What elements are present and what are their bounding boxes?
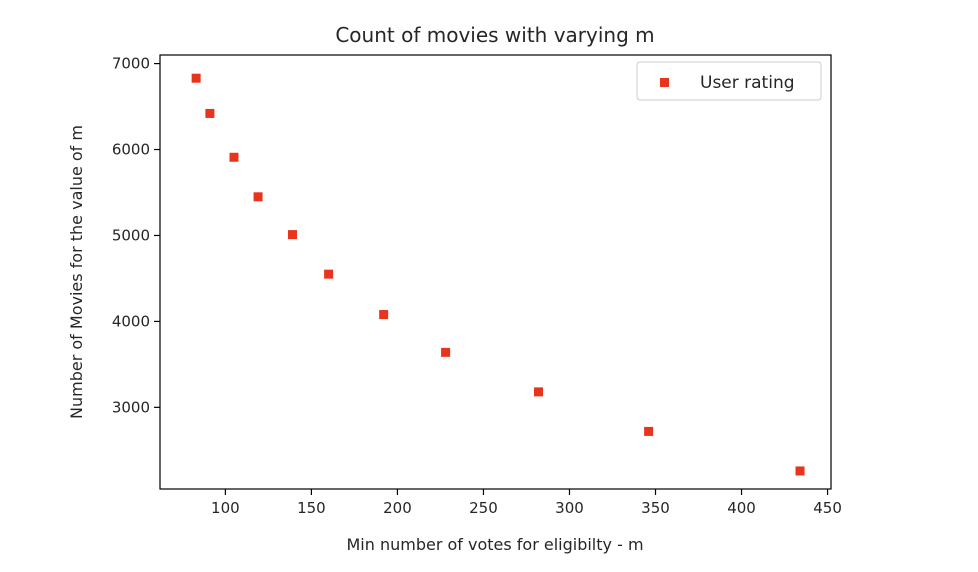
y-axis: 3000 4000 5000 6000 7000 [112, 55, 160, 416]
legend: User rating [636, 61, 822, 101]
data-point [205, 108, 215, 118]
data-point [795, 466, 805, 476]
x-tick-label: 450 [813, 499, 842, 517]
y-tick-label: 5000 [112, 226, 150, 244]
x-tick-label: 150 [297, 499, 326, 517]
plot-area [159, 54, 832, 490]
legend-box [636, 61, 822, 101]
data-point [191, 73, 201, 83]
legend-label: User rating [700, 73, 795, 93]
data-point [534, 387, 544, 397]
data-point [229, 152, 239, 162]
x-tick-label: 250 [469, 499, 498, 517]
y-tick-label: 4000 [112, 312, 150, 330]
x-tick-label: 350 [641, 499, 670, 517]
x-axis: 100 150 200 250 300 350 400 450 [211, 489, 842, 517]
y-tick-label: 6000 [112, 141, 150, 159]
data-point [287, 230, 297, 240]
y-axis-title: Number of Movies for the value of m [67, 125, 86, 419]
x-tick-label: 400 [727, 499, 756, 517]
data-point [379, 310, 389, 320]
data-point [644, 426, 654, 436]
x-axis-title: Min number of votes for eligibilty - m [346, 535, 643, 554]
data-point [324, 269, 334, 279]
data-point [441, 347, 451, 357]
y-tick-label: 3000 [112, 398, 150, 416]
chart-title: Count of movies with varying m [335, 23, 654, 47]
legend-marker [660, 78, 669, 87]
y-tick-label: 7000 [112, 55, 150, 73]
data-point [253, 192, 263, 202]
x-tick-label: 300 [555, 499, 584, 517]
x-tick-label: 200 [383, 499, 412, 517]
data-points [191, 73, 805, 476]
x-tick-label: 100 [211, 499, 240, 517]
